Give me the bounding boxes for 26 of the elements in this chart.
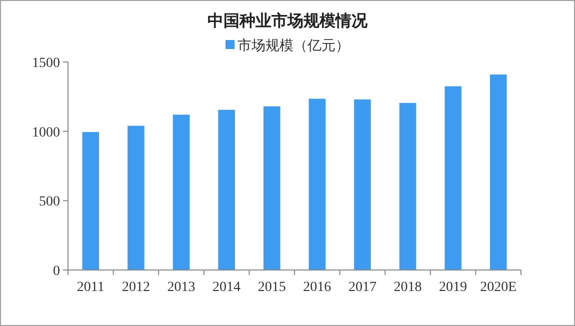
bar: [399, 102, 416, 270]
bar: [172, 114, 190, 270]
bar: [308, 98, 326, 270]
x-tick-label: 2019: [439, 280, 468, 295]
y-tick-label: 1500: [32, 56, 60, 71]
x-tick-label: 2014: [212, 280, 241, 295]
bar: [263, 106, 280, 270]
bar: [444, 86, 462, 270]
bar: [490, 74, 507, 270]
y-tick-label: 500: [39, 194, 60, 210]
x-tick-label: 2015: [258, 280, 286, 295]
bar: [218, 110, 235, 270]
y-tick-label: 0: [53, 264, 60, 279]
x-tick-label: 2017: [348, 280, 376, 295]
x-tick-label: 2020E: [480, 280, 517, 295]
chart-title: 中国种业市场规模情况: [208, 12, 368, 30]
bar: [354, 99, 371, 270]
x-tick-label: 2016: [303, 280, 332, 295]
x-tick-label: 2011: [76, 280, 104, 295]
x-tick-label: 2018: [394, 280, 422, 295]
bar: [128, 126, 144, 270]
x-tick-label: 2013: [167, 280, 196, 295]
x-tick-label: 2012: [122, 280, 150, 295]
y-tick-label: 1000: [32, 125, 60, 140]
bar: [82, 132, 100, 270]
legend-label: 市场规模（亿元）: [238, 37, 350, 53]
